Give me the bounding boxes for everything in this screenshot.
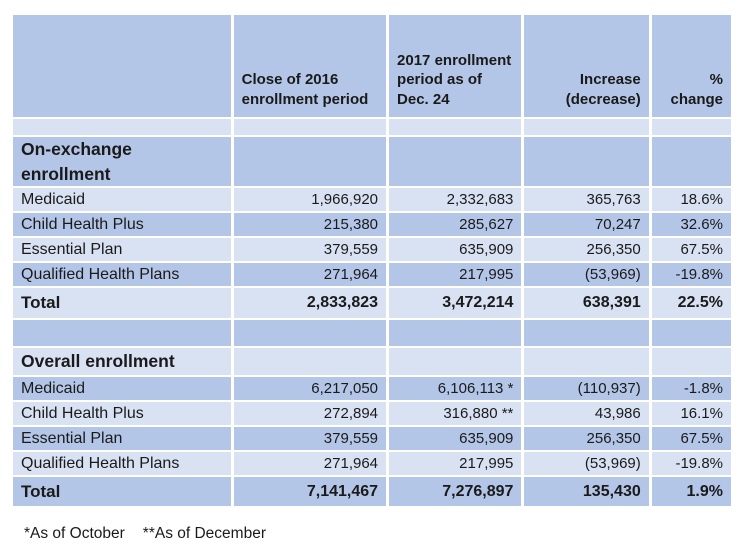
blank-cell bbox=[524, 119, 649, 135]
cell-2016: 271,964 bbox=[233, 263, 387, 286]
cell-2016: 215,380 bbox=[233, 213, 387, 236]
cell-increase: (53,969) bbox=[524, 263, 649, 286]
cell-pct-change: -1.8% bbox=[651, 377, 731, 400]
cell-pct-change: 32.6% bbox=[651, 213, 731, 236]
cell-2017: 6,106,113 * bbox=[389, 377, 522, 400]
total-2017: 3,472,214 bbox=[389, 288, 522, 318]
cell-pct-change: -19.8% bbox=[651, 452, 731, 475]
row-label: Medicaid bbox=[13, 377, 231, 400]
cell-increase: 43,986 bbox=[524, 402, 649, 425]
section-title-on-exchange: On-exchange enrollment bbox=[13, 137, 231, 186]
blank-cell bbox=[389, 348, 522, 375]
blank-cell bbox=[389, 137, 522, 186]
cell-increase: 365,763 bbox=[524, 188, 649, 211]
cell-2017: 285,627 bbox=[389, 213, 522, 236]
blank-cell bbox=[524, 320, 649, 346]
cell-2016: 271,964 bbox=[233, 452, 387, 475]
column-header-blank bbox=[13, 15, 231, 117]
total-label: Total bbox=[13, 477, 231, 506]
enrollment-table-container: Close of 2016 enrollment period 2017 enr… bbox=[10, 13, 742, 543]
total-pct-change: 22.5% bbox=[651, 288, 731, 318]
table-row-all-qhp: Qualified Health Plans 271,964 217,995 (… bbox=[13, 452, 731, 475]
cell-2017: 2,332,683 bbox=[389, 188, 522, 211]
blank-cell bbox=[233, 119, 387, 135]
cell-increase: (53,969) bbox=[524, 452, 649, 475]
cell-increase: (110,937) bbox=[524, 377, 649, 400]
total-2016: 2,833,823 bbox=[233, 288, 387, 318]
cell-2017: 635,909 bbox=[389, 238, 522, 261]
cell-2016: 6,217,050 bbox=[233, 377, 387, 400]
cell-2017: 635,909 bbox=[389, 427, 522, 450]
row-label: Child Health Plus bbox=[13, 402, 231, 425]
column-header-pct-change: % change bbox=[651, 15, 731, 117]
row-label: Essential Plan bbox=[13, 238, 231, 261]
row-label: Medicaid bbox=[13, 188, 231, 211]
footnotes: *As of October **As of December bbox=[24, 525, 742, 543]
table-row-onx-medicaid: Medicaid 1,966,920 2,332,683 365,763 18.… bbox=[13, 188, 731, 211]
table-row-all-essential: Essential Plan 379,559 635,909 256,350 6… bbox=[13, 427, 731, 450]
cell-2017: 316,880 ** bbox=[389, 402, 522, 425]
row-label: Qualified Health Plans bbox=[13, 263, 231, 286]
table-row-onx-qhp: Qualified Health Plans 271,964 217,995 (… bbox=[13, 263, 731, 286]
table-row-all-medicaid: Medicaid 6,217,050 6,106,113 * (110,937)… bbox=[13, 377, 731, 400]
cell-increase: 256,350 bbox=[524, 238, 649, 261]
total-pct-change: 1.9% bbox=[651, 477, 731, 506]
cell-pct-change: 16.1% bbox=[651, 402, 731, 425]
table-row-onx-chp: Child Health Plus 215,380 285,627 70,247… bbox=[13, 213, 731, 236]
section-header-on-exchange: On-exchange enrollment bbox=[13, 137, 731, 186]
table-header-row: Close of 2016 enrollment period 2017 enr… bbox=[13, 15, 731, 117]
cell-2016: 1,966,920 bbox=[233, 188, 387, 211]
table-row-onx-total: Total 2,833,823 3,472,214 638,391 22.5% bbox=[13, 288, 731, 318]
section-title-overall: Overall enrollment bbox=[13, 348, 231, 375]
footnote-october: *As of October bbox=[24, 525, 125, 542]
blank-cell bbox=[13, 320, 231, 346]
blank-row bbox=[13, 119, 731, 135]
blank-cell bbox=[13, 119, 231, 135]
row-label: Qualified Health Plans bbox=[13, 452, 231, 475]
blank-cell bbox=[651, 320, 731, 346]
cell-pct-change: 67.5% bbox=[651, 427, 731, 450]
cell-2016: 272,894 bbox=[233, 402, 387, 425]
blank-cell bbox=[389, 119, 522, 135]
cell-increase: 70,247 bbox=[524, 213, 649, 236]
section-header-overall: Overall enrollment bbox=[13, 348, 731, 375]
row-label: Essential Plan bbox=[13, 427, 231, 450]
column-header-2017-period: 2017 enrollment period as of Dec. 24 bbox=[389, 15, 522, 117]
column-header-close-2016: Close of 2016 enrollment period bbox=[233, 15, 387, 117]
blank-cell bbox=[233, 320, 387, 346]
blank-cell bbox=[524, 137, 649, 186]
blank-cell bbox=[389, 320, 522, 346]
blank-cell bbox=[233, 137, 387, 186]
total-increase: 638,391 bbox=[524, 288, 649, 318]
total-2016: 7,141,467 bbox=[233, 477, 387, 506]
blank-cell bbox=[651, 119, 731, 135]
blank-cell bbox=[651, 348, 731, 375]
cell-pct-change: -19.8% bbox=[651, 263, 731, 286]
blank-cell bbox=[233, 348, 387, 375]
cell-pct-change: 18.6% bbox=[651, 188, 731, 211]
table-row-all-total: Total 7,141,467 7,276,897 135,430 1.9% bbox=[13, 477, 731, 506]
footnote-december: **As of December bbox=[142, 525, 266, 542]
total-increase: 135,430 bbox=[524, 477, 649, 506]
cell-pct-change: 67.5% bbox=[651, 238, 731, 261]
table-row-all-chp: Child Health Plus 272,894 316,880 ** 43,… bbox=[13, 402, 731, 425]
cell-2017: 217,995 bbox=[389, 452, 522, 475]
cell-2016: 379,559 bbox=[233, 427, 387, 450]
column-header-increase-decrease: Increase (decrease) bbox=[524, 15, 649, 117]
spacer-row bbox=[13, 320, 731, 346]
enrollment-table: Close of 2016 enrollment period 2017 enr… bbox=[10, 13, 734, 508]
cell-2017: 217,995 bbox=[389, 263, 522, 286]
cell-2016: 379,559 bbox=[233, 238, 387, 261]
total-2017: 7,276,897 bbox=[389, 477, 522, 506]
blank-cell bbox=[524, 348, 649, 375]
row-label: Child Health Plus bbox=[13, 213, 231, 236]
cell-increase: 256,350 bbox=[524, 427, 649, 450]
table-row-onx-essential: Essential Plan 379,559 635,909 256,350 6… bbox=[13, 238, 731, 261]
blank-cell bbox=[651, 137, 731, 186]
total-label: Total bbox=[13, 288, 231, 318]
